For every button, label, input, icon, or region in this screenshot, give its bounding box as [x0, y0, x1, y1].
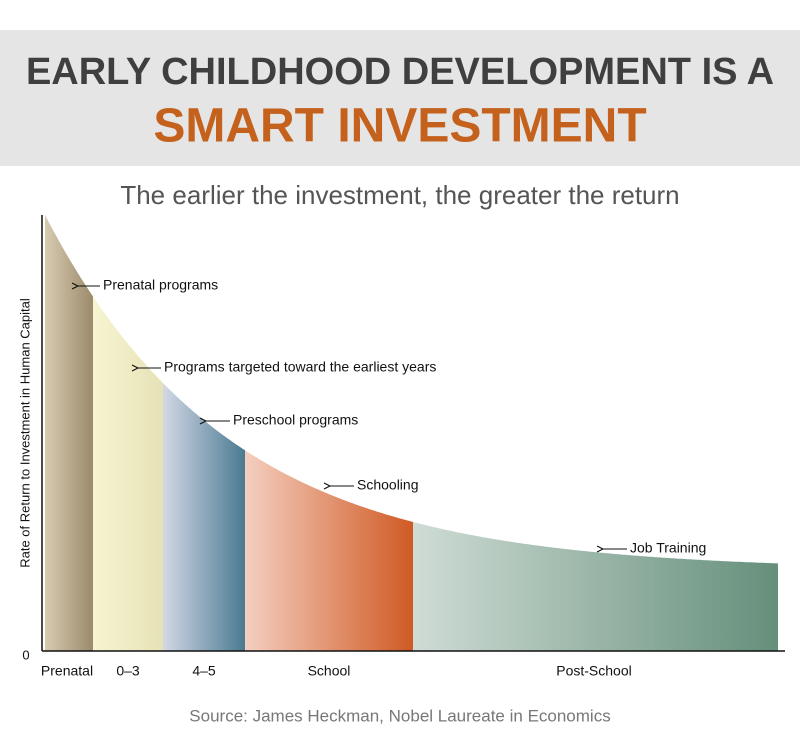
annotation: Prenatal programs [103, 277, 218, 293]
y-origin-label: 0 [22, 647, 29, 662]
stage-area [245, 450, 413, 651]
stage-label: Prenatal [41, 663, 93, 679]
stage-label: 0–3 [116, 663, 140, 679]
annotation: Programs targeted toward the earliest ye… [164, 359, 436, 375]
annotation: Job Training [630, 540, 706, 556]
stage-area [413, 522, 778, 651]
title: EARLY CHILDHOOD DEVELOPMENT IS A [26, 51, 774, 93]
stage-area [163, 383, 245, 651]
annotations: Prenatal programs Programs targeted towa… [78, 277, 706, 556]
y-axis-label: Rate of Return to Investment in Human Ca… [17, 298, 32, 568]
curve-area [45, 215, 778, 651]
stage-label: 4–5 [192, 663, 216, 679]
source: Source: James Heckman, Nobel Laureate in… [189, 706, 610, 725]
stage-label: School [308, 663, 351, 679]
stage-area [93, 296, 163, 651]
annotation: Schooling [357, 477, 419, 493]
annotation: Preschool programs [233, 412, 358, 428]
header-band [0, 30, 800, 166]
title-highlight: SMART INVESTMENT [153, 100, 646, 153]
subtitle: The earlier the investment, the greater … [120, 180, 679, 210]
stage-area [45, 215, 93, 651]
stage-label: Post-School [556, 663, 631, 679]
